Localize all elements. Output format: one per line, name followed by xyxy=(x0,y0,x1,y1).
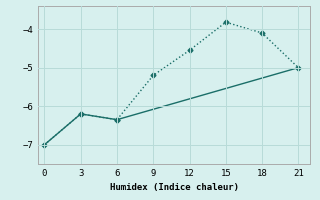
X-axis label: Humidex (Indice chaleur): Humidex (Indice chaleur) xyxy=(110,183,239,192)
